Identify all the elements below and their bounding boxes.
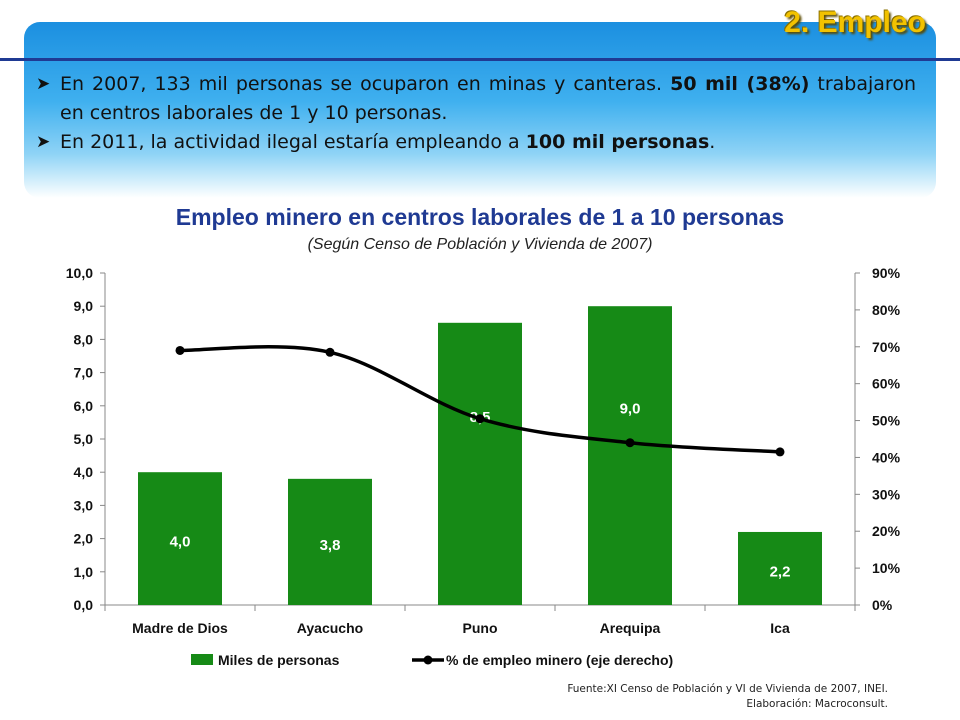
bar-data-label: 4,0: [170, 534, 191, 551]
bullet-1-text-c: trabajaron en centros laborales de 1 y 1…: [60, 73, 916, 124]
arrow-bullet-icon: ➤: [36, 74, 51, 94]
y-right-tick-label: 90%: [872, 265, 901, 281]
y-left-tick-label: 4,0: [74, 464, 94, 480]
bullet-1-text-b: 50 mil (38%): [670, 73, 810, 95]
source-text: Fuente:XI Censo de Población y VI de Viv…: [567, 683, 888, 695]
chart-subtitle: (Según Censo de Población y Vivienda de …: [307, 236, 653, 253]
legend-bar-swatch: [191, 654, 213, 665]
y-left-tick-label: 9,0: [74, 298, 94, 314]
bar: [438, 322, 522, 605]
bullet-item-2: ➤ En 2011, la actividad ilegal estaría e…: [36, 128, 916, 157]
bullet-2-text-c: .: [709, 131, 716, 153]
y-right-tick-label: 50%: [872, 413, 901, 429]
legend-line-marker: [423, 655, 433, 665]
y-left-tick-label: 5,0: [74, 431, 94, 447]
bar-data-label: 9,0: [620, 401, 641, 418]
bar: [288, 478, 372, 605]
bullet-2-text-b: 100 mil personas: [525, 131, 710, 153]
y-right-tick-label: 30%: [872, 486, 901, 502]
y-left-tick-label: 6,0: [74, 398, 94, 414]
x-tick-label: Madre de Dios: [132, 620, 228, 636]
header-banner: [24, 22, 936, 198]
legend-line-label: % de empleo minero (eje derecho): [446, 652, 673, 668]
bullet-2-text-a: En 2011, la actividad ilegal estaría emp…: [60, 131, 526, 153]
y-left-tick-label: 3,0: [74, 497, 94, 513]
y-right-tick-label: 10%: [872, 560, 901, 576]
y-right-tick-label: 20%: [872, 523, 901, 539]
elaboration-text: Elaboración: Macroconsult.: [746, 698, 888, 710]
y-right-tick-label: 80%: [872, 302, 901, 318]
x-tick-label: Ica: [770, 620, 790, 636]
y-right-tick-label: 60%: [872, 376, 901, 392]
chart-title: Empleo minero en centros laborales de 1 …: [175, 204, 785, 230]
series-point: [625, 438, 635, 448]
bar-data-label: 2,2: [770, 563, 791, 580]
series-point: [175, 345, 185, 355]
y-right-tick-label: 70%: [872, 339, 901, 355]
y-left-tick-label: 1,0: [74, 564, 94, 580]
source-note: Fuente:XI Censo de Población y VI de Viv…: [567, 682, 888, 712]
legend-bar-label: Miles de personas: [218, 652, 340, 668]
y-left-tick-label: 0,0: [74, 597, 94, 613]
y-left-tick-label: 7,0: [74, 365, 94, 381]
bullet-item-1: ➤ En 2007, 133 mil personas se ocuparon …: [36, 70, 916, 128]
x-tick-label: Ayacucho: [297, 620, 363, 636]
y-left-tick-label: 10,0: [66, 265, 93, 281]
y-right-tick-label: 40%: [872, 449, 901, 465]
y-right-tick-label: 0%: [872, 597, 893, 613]
slide-title: 2. Empleo: [784, 6, 926, 39]
bullet-list: ➤ En 2007, 133 mil personas se ocuparon …: [36, 70, 916, 157]
bar: [138, 472, 222, 605]
bar-data-label: 3,8: [320, 537, 341, 554]
arrow-bullet-icon: ➤: [36, 132, 51, 152]
series-point: [475, 414, 485, 424]
series-point: [325, 347, 335, 357]
bar: [588, 306, 672, 605]
series-point: [775, 447, 785, 457]
header-rule: [0, 58, 960, 61]
y-left-tick-label: 2,0: [74, 531, 94, 547]
bullet-1-text-a: En 2007, 133 mil personas se ocuparon en…: [60, 73, 671, 95]
x-tick-label: Arequipa: [600, 620, 661, 636]
x-tick-label: Puno: [463, 620, 498, 636]
bar: [738, 531, 822, 605]
y-left-tick-label: 8,0: [74, 331, 94, 347]
